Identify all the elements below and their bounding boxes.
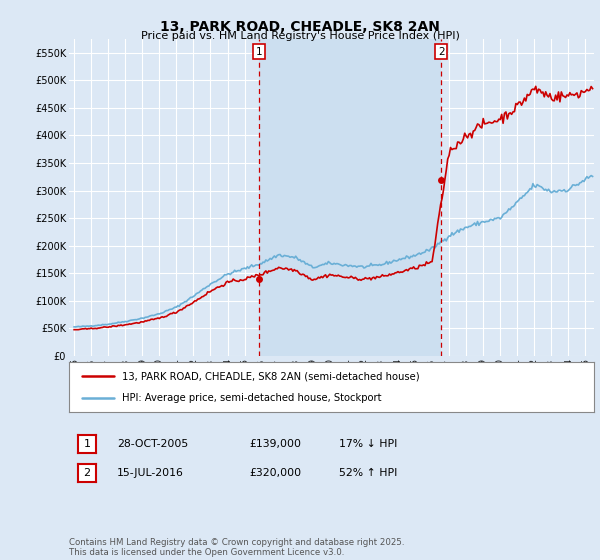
Text: 13, PARK ROAD, CHEADLE, SK8 2AN: 13, PARK ROAD, CHEADLE, SK8 2AN xyxy=(160,20,440,34)
Bar xyxy=(259,39,442,356)
Text: 17% ↓ HPI: 17% ↓ HPI xyxy=(339,438,397,449)
Text: 28-OCT-2005: 28-OCT-2005 xyxy=(117,438,188,449)
Text: £320,000: £320,000 xyxy=(249,468,301,478)
Text: Price paid vs. HM Land Registry's House Price Index (HPI): Price paid vs. HM Land Registry's House … xyxy=(140,31,460,41)
Text: 15-JUL-2016: 15-JUL-2016 xyxy=(117,468,184,478)
Text: £139,000: £139,000 xyxy=(249,438,301,449)
Text: 2: 2 xyxy=(83,468,91,478)
Text: 52% ↑ HPI: 52% ↑ HPI xyxy=(339,468,397,478)
Text: 13, PARK ROAD, CHEADLE, SK8 2AN (semi-detached house): 13, PARK ROAD, CHEADLE, SK8 2AN (semi-de… xyxy=(121,371,419,381)
Text: 1: 1 xyxy=(83,438,91,449)
Text: 2: 2 xyxy=(438,47,445,57)
Text: Contains HM Land Registry data © Crown copyright and database right 2025.
This d: Contains HM Land Registry data © Crown c… xyxy=(69,538,404,557)
Text: HPI: Average price, semi-detached house, Stockport: HPI: Average price, semi-detached house,… xyxy=(121,393,381,403)
Text: 1: 1 xyxy=(256,47,262,57)
